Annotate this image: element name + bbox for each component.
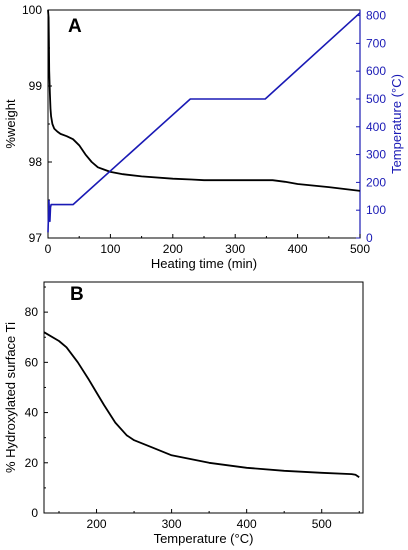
y2-tick-label-a: 500 — [366, 92, 386, 106]
chart-panel-a: 0 100 200 300 400 500 97 98 99 100 0 100 200 300 400 50… — [3, 3, 404, 271]
y2-tick-label-a: 200 — [366, 175, 386, 189]
x-tick-label-b: 200 — [87, 517, 107, 531]
x-tick-label-b: 400 — [237, 517, 257, 531]
y-tick-label-b: 20 — [25, 456, 39, 470]
y2-tick-label-a: 800 — [366, 9, 386, 23]
x-axis-label-a: Heating time (min) — [151, 256, 257, 271]
y-tick-label-a: 99 — [29, 79, 43, 93]
x-tick-label-a: 200 — [163, 242, 183, 256]
x-tick-label-a: 300 — [225, 242, 245, 256]
y2-tick-label-a: 100 — [366, 203, 386, 217]
x-tick-label-b: 300 — [162, 517, 182, 531]
y-tick-label-b: 0 — [31, 506, 38, 520]
y-tick-label-a: 98 — [29, 155, 43, 169]
y2-tick-label-a: 300 — [366, 148, 386, 162]
weight-series-line — [47, 9, 361, 192]
temperature-series-line — [47, 12, 361, 233]
y-tick-label-b: 60 — [25, 355, 39, 369]
panel-letter-a: A — [68, 16, 82, 37]
x-tick-label-b: 500 — [312, 517, 332, 531]
hydroxylated-series-line — [43, 331, 360, 479]
x-tick-label-a: 500 — [350, 242, 370, 256]
plot-area-b — [43, 281, 364, 514]
x-tick-label-a: 100 — [100, 242, 120, 256]
y-tick-label-a: 100 — [22, 3, 42, 17]
x-axis-label-b: Temperature (°C) — [154, 531, 254, 546]
y-tick-label-a: 97 — [29, 231, 43, 245]
y-tick-label-b: 40 — [25, 406, 39, 420]
y-tick-label-b: 80 — [25, 305, 39, 319]
y2-tick-label-a: 0 — [366, 231, 373, 245]
y-axis-label-b: % Hydroxylated surface Ti — [3, 322, 18, 473]
y2-tick-label-a: 400 — [366, 120, 386, 134]
x-tick-label-a: 0 — [45, 242, 52, 256]
chart-panel-b: 200 300 400 500 0 20 40 60 80 B Temperature (°C)… — [3, 281, 364, 546]
plot-area-a — [47, 9, 361, 239]
y-axis-label-a: %weight — [3, 99, 18, 149]
y2-axis-label-a: Temperature (°C) — [389, 74, 404, 174]
x-tick-label-a: 400 — [288, 242, 308, 256]
panel-letter-b: B — [70, 284, 84, 305]
y2-tick-label-a: 600 — [366, 64, 386, 78]
y2-tick-label-a: 700 — [366, 36, 386, 50]
